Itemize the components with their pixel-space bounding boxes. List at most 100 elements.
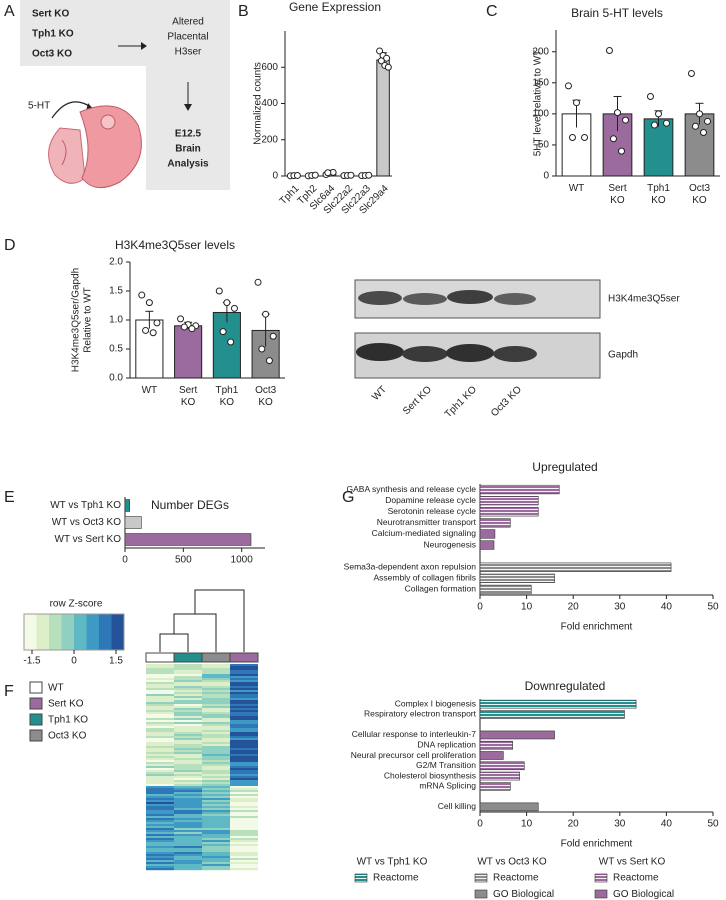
x-tick-label: WT (142, 385, 158, 396)
y-tick-label: WT vs Sert KO (55, 534, 122, 545)
legend-swatch (29, 681, 43, 694)
heatmap-cell (230, 824, 258, 827)
lane-label: Tph1 KO (443, 384, 479, 420)
bar (124, 499, 130, 512)
bar (479, 584, 532, 595)
heatmap-cell (202, 668, 230, 671)
dendrogram (159, 589, 245, 652)
heatmap-cell (230, 718, 258, 721)
legend-swatch (594, 873, 608, 883)
heatmap-cell (230, 776, 258, 779)
heatmap-cell (202, 814, 230, 817)
lane-label: Sert KO (401, 384, 434, 417)
heatmap-cell (230, 836, 258, 839)
x-tick-label: Tph1 KO (647, 183, 670, 206)
bar (479, 529, 496, 539)
legend-swatch (474, 889, 488, 899)
heatmap-cell (146, 666, 174, 669)
legend-group: WT vs Sert KO (599, 857, 666, 868)
heatmap-cell (146, 820, 174, 823)
heatmap-cell (174, 800, 202, 803)
y-tick-label: 2.0 (109, 257, 123, 268)
heatmap-cell (174, 734, 202, 737)
bar (376, 59, 390, 177)
heatmap-cell (146, 804, 174, 807)
heatmap-cell (146, 710, 174, 713)
heatmap-cell (202, 792, 230, 795)
lane-label: Oct3 KO (489, 384, 524, 419)
heatmap-cell (230, 764, 258, 767)
heatmap-cell (230, 706, 258, 709)
bar (479, 730, 555, 740)
heatmap-cell (202, 758, 230, 761)
heatmap-cell (202, 700, 230, 703)
heatmap-cell (202, 846, 230, 849)
data-point (376, 47, 384, 55)
heatmap-cell (230, 772, 258, 775)
heatmap-cell (230, 856, 258, 859)
heatmap-cell (174, 712, 202, 715)
heatmap-cell (146, 764, 174, 767)
heatmap-cell (174, 804, 202, 807)
heatmap-cell (174, 692, 202, 695)
heatmap-cell (146, 800, 174, 803)
scale-tick-label: 0 (71, 656, 77, 667)
heatmap-cell (230, 818, 258, 821)
heatmap-cell (146, 796, 174, 799)
heatmap-cell (230, 722, 258, 725)
column-header (201, 652, 231, 663)
heatmap-cell (174, 736, 202, 739)
heatmap-cell (230, 846, 258, 849)
heatmap-cell (202, 706, 230, 709)
heatmap-cell (230, 812, 258, 815)
heatmap-cell (174, 866, 202, 869)
x-tick-label: 0 (122, 555, 128, 566)
heatmap-cell (174, 822, 202, 825)
heatmap-cell (146, 846, 174, 849)
heatmap-cell (146, 836, 174, 839)
panel-label: F (4, 683, 14, 700)
heatmap-cell (146, 824, 174, 827)
heatmap-cell (230, 724, 258, 727)
heatmap-cell (146, 706, 174, 709)
data-point (215, 287, 223, 295)
heatmap-cell (174, 808, 202, 811)
data-point (365, 171, 373, 179)
band-label: Gapdh (608, 350, 638, 361)
heatmap-cell (146, 780, 174, 783)
heatmap-cell (146, 704, 174, 707)
bar (479, 751, 504, 760)
y-tick-label: 600 (261, 62, 278, 73)
data-point (605, 47, 613, 55)
heatmap-cell (146, 746, 174, 749)
heatmap-cell (202, 830, 230, 833)
heatmap-cell (174, 704, 202, 707)
heatmap-cell (202, 754, 230, 757)
heatmap-cell (202, 714, 230, 717)
heatmap-cell (230, 868, 258, 871)
heatmap-cell (202, 666, 230, 669)
heatmap-cell (146, 790, 174, 793)
heatmap-cell (230, 788, 258, 791)
chart-title: Upregulated (532, 460, 597, 474)
heatmap-cell (146, 688, 174, 691)
heatmap-cell (146, 766, 174, 769)
heatmap-cell (174, 834, 202, 837)
heatmap-cell (202, 868, 230, 871)
legend-label: GO BiologicalProcess (493, 889, 554, 900)
y-tick-label: Sema3a-dependent axon repulsion (344, 562, 477, 572)
bar (124, 516, 142, 529)
heatmap-cell (202, 716, 230, 719)
heatmap-cell (230, 690, 258, 693)
y-tick-label: Serotonin release cycle (388, 506, 477, 516)
heatmap-cell (174, 722, 202, 725)
heatmap-cell (230, 780, 258, 783)
heatmap-cell (230, 678, 258, 681)
heatmap-cell (174, 812, 202, 815)
heatmap-cell (146, 842, 174, 845)
heatmap-cell (202, 742, 230, 745)
data-point (254, 278, 262, 286)
data-point (568, 133, 576, 141)
heatmap-cell (230, 814, 258, 817)
legend-label: Reactome (493, 873, 539, 884)
